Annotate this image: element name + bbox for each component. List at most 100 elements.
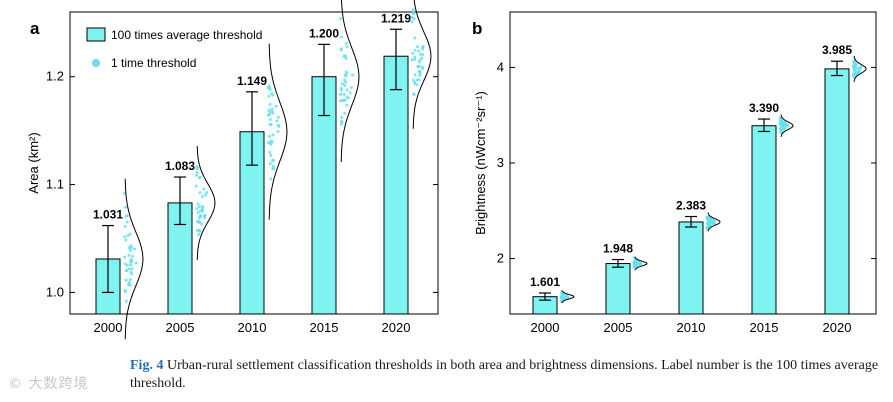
panel-a-threshold-point	[345, 103, 349, 107]
panel-b-threshold-point	[853, 66, 857, 70]
panel-a-threshold-point	[268, 86, 272, 90]
panel-a-threshold-point	[124, 278, 128, 282]
panel-a-threshold-point	[268, 162, 272, 166]
panel-a-threshold-point	[123, 255, 127, 259]
panel-a-threshold-point	[343, 84, 347, 88]
panel-a-threshold-point	[269, 177, 273, 181]
panel-a-threshold-point	[351, 73, 355, 77]
panel-b-threshold-point	[779, 126, 783, 130]
panel-a-threshold-point	[343, 111, 347, 115]
panel-b-threshold-point	[852, 59, 856, 63]
panel-a-value-label: 1.031	[93, 208, 123, 222]
panel-a-threshold-point	[340, 82, 344, 86]
panel-a-threshold-point	[196, 211, 200, 215]
panel-a-threshold-point	[411, 51, 415, 55]
panel-b-x-tick-label: 2005	[604, 320, 633, 335]
panel-a-threshold-point	[271, 133, 275, 137]
panel-a-y-axis-title: Area (km²)	[26, 132, 41, 193]
panel-a-threshold-point	[345, 45, 349, 49]
panel-b-threshold-point	[709, 217, 713, 221]
legend-entry-points: 1 time threshold	[111, 56, 196, 70]
panel-b-distribution-curve	[634, 256, 648, 271]
panel-b-threshold-point	[782, 128, 786, 132]
panel-a-threshold-point	[197, 216, 201, 220]
panel-a: a 1.0 1.1 1.2 2000 1.031 2005 1.083 2010 1.149 20…	[26, 0, 439, 340]
panel-a-value-label: 1.149	[237, 74, 267, 88]
panel-a-threshold-point	[195, 173, 199, 177]
panel-a-threshold-point	[271, 93, 275, 97]
panel-a-threshold-point	[418, 52, 422, 56]
panel-a-threshold-point	[412, 92, 416, 96]
panel-a-threshold-point	[346, 96, 350, 100]
panel-b-x-tick-label: 2020	[823, 320, 852, 335]
panel-b-x-tick-label: 2010	[677, 320, 706, 335]
panel-a-threshold-point	[417, 69, 421, 73]
panel-a-threshold-point	[413, 36, 417, 40]
panel-a-threshold-point	[195, 207, 199, 211]
panel-a-threshold-point	[201, 207, 205, 211]
panel-a-threshold-point	[348, 91, 352, 95]
panel-a-threshold-point	[417, 60, 421, 64]
panel-a-threshold-point	[339, 48, 343, 52]
panel-b-value-label: 1.948	[603, 242, 633, 256]
panel-b-bar	[751, 125, 777, 315]
panel-a-x-tick-label: 2020	[382, 320, 411, 335]
panel-a-threshold-point	[268, 134, 272, 138]
panel-a-threshold-point	[413, 48, 417, 52]
panel-a-threshold-point	[343, 73, 347, 77]
panel-a-threshold-point	[268, 141, 272, 145]
panel-a-threshold-point	[421, 53, 425, 57]
panel-a-threshold-point	[123, 235, 127, 239]
panel-b-threshold-point	[786, 124, 790, 128]
panel-a-distribution-curve	[124, 178, 144, 340]
panel-a-threshold-point	[124, 290, 128, 294]
panel-a-value-label: 1.200	[309, 26, 339, 40]
panel-a-threshold-point	[270, 107, 274, 111]
panel-b-bar	[678, 221, 704, 315]
panel-a-threshold-point	[345, 88, 349, 92]
panel-a-threshold-point	[413, 73, 417, 77]
legend-entry-bars: 100 times average threshold	[111, 28, 262, 42]
panel-a-threshold-point	[417, 78, 421, 82]
panel-b-threshold-point	[780, 129, 784, 133]
panel-a-threshold-point	[267, 94, 271, 98]
panel-b-value-label: 3.985	[822, 43, 852, 57]
panel-a-threshold-point	[418, 74, 422, 78]
panel-b-threshold-point	[855, 70, 859, 74]
panel-a-threshold-point	[195, 171, 199, 175]
panel-a-threshold-point	[130, 267, 134, 271]
panel-a-distribution-curve	[268, 43, 288, 220]
panel-a-threshold-point	[410, 20, 414, 24]
panel-b-x-tick-label: 2000	[531, 320, 560, 335]
legend-point-swatch	[92, 59, 100, 67]
panel-a-threshold-point	[123, 262, 127, 266]
panel-a-threshold-point	[195, 167, 199, 171]
panel-a-threshold-point	[271, 167, 275, 171]
panel-a-x-tick-label: 2005	[166, 320, 195, 335]
panel-a-threshold-point	[413, 80, 417, 84]
panel-a-threshold-point	[274, 104, 278, 108]
panel-b-bar	[824, 68, 850, 315]
panel-a-threshold-point	[129, 260, 133, 264]
panel-a-threshold-point	[269, 153, 273, 157]
panel-a-threshold-point	[129, 263, 133, 267]
panel-b-threshold-point	[854, 62, 858, 66]
panel-a-threshold-point	[268, 102, 272, 106]
caption-text: Urban-rural settlement classification th…	[130, 358, 879, 391]
panel-b-threshold-point	[713, 219, 717, 223]
panel-a-threshold-point	[410, 58, 414, 62]
panel-a-y-tick-label: 1.2	[46, 69, 64, 84]
panel-a-threshold-point	[344, 42, 348, 46]
panel-a-value-label: 1.219	[381, 11, 411, 25]
panel-a-threshold-point	[276, 130, 280, 134]
panel-b-x-tick-label: 2015	[750, 320, 779, 335]
panel-a-threshold-point	[124, 205, 128, 209]
panel-a-x-tick-label: 2010	[238, 320, 267, 335]
panel-a-threshold-point	[124, 299, 128, 303]
panel-b-value-label: 3.390	[749, 101, 779, 115]
panel-a-threshold-point	[411, 8, 415, 12]
panel-b-distribution-curve	[561, 290, 575, 304]
panel-b-threshold-point	[560, 291, 564, 295]
panel-a-threshold-point	[339, 88, 343, 92]
